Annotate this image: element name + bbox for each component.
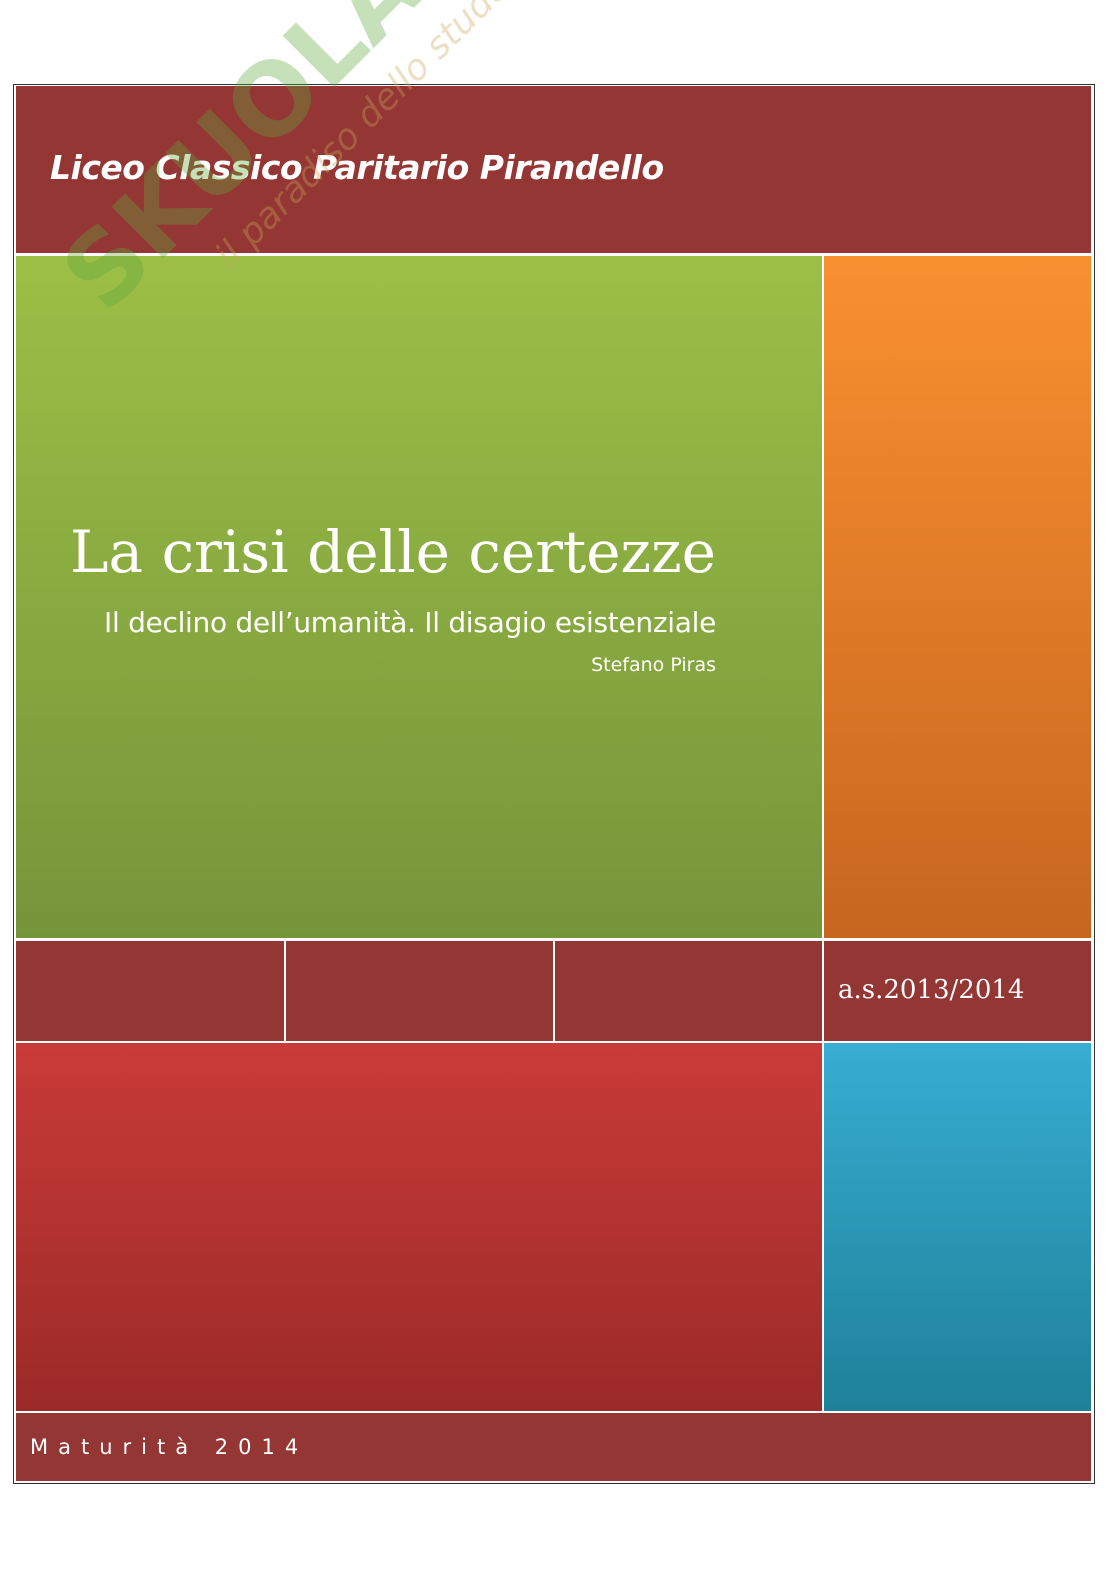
school-year: a.s.2013/2014	[838, 975, 1025, 1005]
document-subtitle: Il declino dell’umanità. Il disagio esis…	[104, 606, 716, 639]
school-year-cell: a.s.2013/2014	[824, 941, 1091, 1041]
header-band: Liceo Classico Paritario Pirandello	[16, 86, 1091, 253]
school-name: Liceo Classico Paritario Pirandello	[50, 148, 664, 187]
footer-label: Maturità 2014	[30, 1435, 309, 1459]
footer-band: Maturità 2014	[16, 1413, 1091, 1481]
title-panel: La crisi delle certezze Il declino dell’…	[16, 256, 822, 938]
red-panel	[16, 1043, 822, 1411]
decor-cell-2	[286, 941, 553, 1041]
document-title: La crisi delle certezze	[70, 518, 716, 586]
author-name: Stefano Piras	[591, 654, 716, 676]
decor-cell-3	[555, 941, 822, 1041]
orange-panel	[824, 256, 1091, 938]
blue-panel	[824, 1043, 1091, 1411]
decor-cell-1	[16, 941, 284, 1041]
